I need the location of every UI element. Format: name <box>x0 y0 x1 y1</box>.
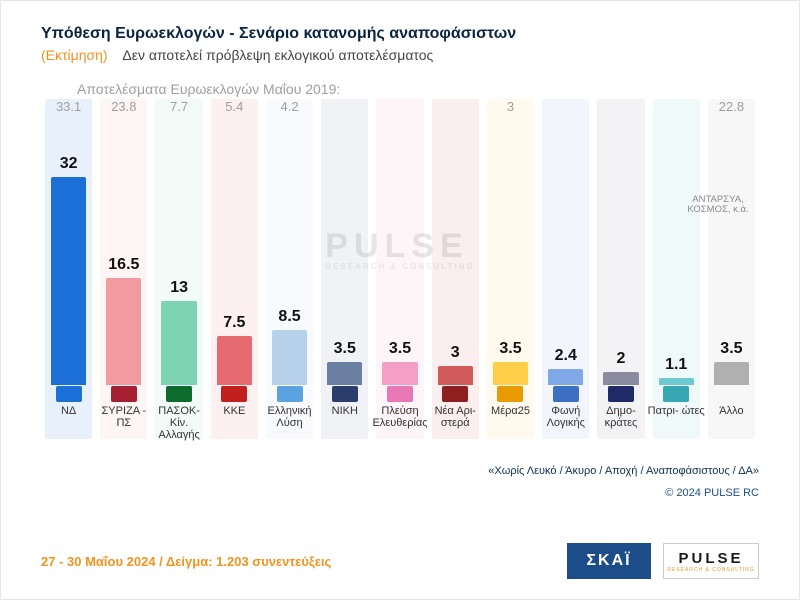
party-logo-icon <box>483 385 538 403</box>
party-logo-icon <box>96 385 151 403</box>
party-label: ΠΑΣΟΚ-Κίν. Αλλαγής <box>149 405 208 439</box>
estimate-tag: (Εκτίμηση) <box>41 47 108 63</box>
bar-column: 33.1 32 ΝΔ <box>41 99 96 439</box>
party-logo-icon <box>704 385 759 403</box>
party-label: Πλεύση Ελευθερίας <box>370 405 429 439</box>
bar-column: 7.7 13 ΠΑΣΟΚ-Κίν. Αλλαγής <box>151 99 206 439</box>
party-label: ΚΚΕ <box>205 405 264 439</box>
party-label: Φωνή Λογικής <box>536 405 595 439</box>
bar <box>272 330 307 385</box>
bar-column: 3.5 Πλεύση Ελευθερίας <box>372 99 427 439</box>
bar <box>714 362 749 385</box>
title-sub: (Εκτίμηση) Δεν αποτελεί πρόβλεψη εκλογικ… <box>41 47 759 63</box>
previous-value: 23.8 <box>96 99 151 114</box>
current-value: 2 <box>593 350 648 368</box>
current-value: 2.4 <box>538 347 593 365</box>
poll-infographic: Υπόθεση Ευρωεκλογών - Σενάριο κατανομής … <box>0 0 800 600</box>
previous-value: 4.2 <box>262 99 317 114</box>
current-value: 3.5 <box>372 340 427 358</box>
bar-column: 3 Νέα Αρι- στερά <box>428 99 483 439</box>
disclaimer: Δεν αποτελεί πρόβλεψη εκλογικού αποτελέσ… <box>122 47 433 63</box>
bar <box>217 336 252 385</box>
party-label: Νέα Αρι- στερά <box>426 405 485 439</box>
current-value: 3 <box>428 344 483 362</box>
previous-value: 22.8 <box>704 99 759 114</box>
previous-value: 33.1 <box>41 99 96 114</box>
current-value: 16.5 <box>96 256 151 274</box>
logos: ΣΚΑΪ PULSE RESEARCH & CONSULTING <box>567 543 759 579</box>
logo-pulse: PULSE RESEARCH & CONSULTING <box>663 543 759 579</box>
bar-chart: PULSE RESEARCH & CONSULTING 33.132ΝΔ23.8… <box>41 99 759 439</box>
party-label: ΝΔ <box>39 405 98 439</box>
bar <box>603 372 638 385</box>
current-value: 3.5 <box>483 340 538 358</box>
party-label: ΣΥΡΙΖΑ - ΠΣ <box>94 405 153 439</box>
current-value: 13 <box>151 279 206 297</box>
current-value: 8.5 <box>262 308 317 326</box>
bar <box>493 362 528 385</box>
bar <box>106 278 141 385</box>
bar-column: 22.8 3.5 Άλλο <box>704 99 759 439</box>
party-logo-icon <box>41 385 96 403</box>
party-logo-icon <box>317 385 372 403</box>
bar-column: 4.2 8.5 Ελληνική Λύση <box>262 99 317 439</box>
exclusions-note: «Χωρίς Λευκό / Άκυρο / Αποχή / Αναποφάσι… <box>488 465 759 477</box>
bar-column: 23.8 16.5 ΣΥΡΙΖΑ - ΠΣ <box>96 99 151 439</box>
previous-results-label: Αποτελέσματα Ευρωεκλογών Μαΐου 2019: <box>77 81 759 97</box>
bar <box>161 301 196 385</box>
bar-column: 2.4 Φωνή Λογικής <box>538 99 593 439</box>
current-value: 1.1 <box>649 356 704 374</box>
current-value: 3.5 <box>317 340 372 358</box>
bar <box>659 378 694 385</box>
copyright: © 2024 PULSE RC <box>665 487 759 499</box>
bar-column: 5.4 7.5 ΚΚΕ <box>207 99 262 439</box>
party-label: Άλλο <box>702 405 761 439</box>
bar-column: 3.5 ΝΙΚΗ <box>317 99 372 439</box>
bar-column: 1.1 Πατρι- ώτες <box>649 99 704 439</box>
party-logo-icon <box>538 385 593 403</box>
title-main: Υπόθεση Ευρωεκλογών - Σενάριο κατανομής … <box>41 25 759 43</box>
party-label: Μέρα25 <box>481 405 540 439</box>
party-label: Ελληνική Λύση <box>260 405 319 439</box>
bar <box>327 362 362 385</box>
bar <box>548 369 583 385</box>
party-label: Δημο- κράτες <box>591 405 650 439</box>
sample-line: 27 - 30 Μαΐου 2024 / Δείγμα: 1.203 συνεν… <box>41 554 331 569</box>
logo-skai: ΣΚΑΪ <box>567 543 651 579</box>
other-parties-note: ΑΝΤΑΡΣΥΑ, ΚΟΣΜΟΣ, κ.ά. <box>683 195 753 216</box>
bar <box>438 366 473 385</box>
party-logo-icon <box>262 385 317 403</box>
party-logo-icon <box>649 385 704 403</box>
party-label: Πατρι- ώτες <box>647 405 706 439</box>
party-logo-icon <box>151 385 206 403</box>
party-logo-icon <box>593 385 648 403</box>
previous-value: 5.4 <box>207 99 262 114</box>
current-value: 7.5 <box>207 314 262 332</box>
party-label: ΝΙΚΗ <box>315 405 374 439</box>
previous-value: 3 <box>483 99 538 114</box>
bar-column: 2 Δημο- κράτες <box>593 99 648 439</box>
party-logo-icon <box>207 385 262 403</box>
party-logo-icon <box>428 385 483 403</box>
bar-column: 3 3.5 Μέρα25 <box>483 99 538 439</box>
current-value: 32 <box>41 155 96 173</box>
bar <box>382 362 417 385</box>
previous-value: 7.7 <box>151 99 206 114</box>
bar <box>51 177 86 385</box>
current-value: 3.5 <box>704 340 759 358</box>
party-logo-icon <box>372 385 427 403</box>
